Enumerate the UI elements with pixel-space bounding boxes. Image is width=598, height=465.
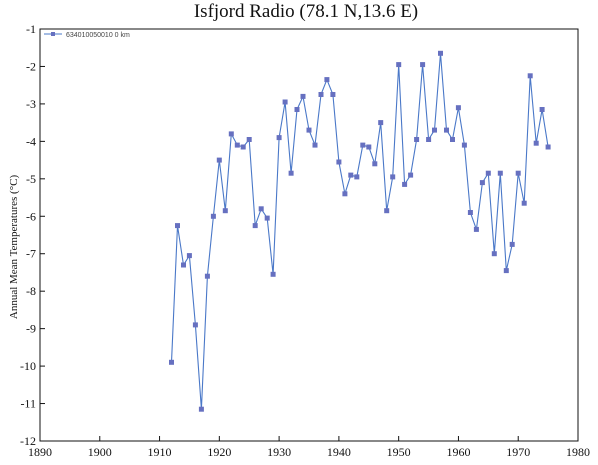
- data-point: [252, 223, 258, 229]
- data-point: [348, 172, 354, 178]
- x-tick-label: 1950: [387, 445, 411, 459]
- data-point: [408, 172, 414, 178]
- data-point: [288, 170, 294, 176]
- data-point: [372, 161, 378, 167]
- x-axis: 1890 1900 1910 1920 1930 1940 1950 1960 1970 1980: [28, 436, 590, 459]
- data-point: [426, 137, 432, 142]
- data-point: [509, 241, 515, 247]
- x-tick-label: 1980: [566, 445, 590, 459]
- x-tick-label: 1920: [207, 445, 231, 459]
- legend: 634010050010 0 km: [44, 32, 130, 39]
- data-point: [473, 226, 479, 232]
- data-point: [169, 359, 174, 365]
- data-point: [228, 131, 234, 137]
- series-layer: [169, 50, 551, 412]
- legend-marker-sample: [51, 32, 55, 36]
- data-point: [420, 62, 426, 68]
- data-point: [497, 170, 503, 176]
- data-point: [545, 144, 551, 150]
- legend-series-label: 634010050010 0 km: [66, 32, 130, 39]
- y-axis: -1 -2 -3 -4 -5 -6 -7 -8 -9 -10 -11 -12: [20, 22, 45, 448]
- data-point: [414, 137, 420, 142]
- data-point: [186, 253, 192, 259]
- data-point: [300, 93, 306, 99]
- x-tick-label: 1910: [148, 445, 172, 459]
- data-point: [360, 142, 366, 148]
- data-point: [527, 73, 533, 79]
- data-point: [515, 170, 521, 176]
- data-point: [318, 92, 324, 97]
- data-point: [210, 213, 216, 219]
- data-point: [324, 77, 330, 83]
- data-point: [485, 170, 491, 176]
- data-point: [306, 127, 312, 133]
- y-tick-label: -3: [26, 97, 36, 111]
- y-tick-label: -6: [26, 209, 36, 223]
- data-point: [276, 135, 282, 141]
- data-point: [342, 191, 348, 197]
- data-point: [444, 127, 449, 133]
- chart-title: Isfjord Radio (78.1 N,13.6 E): [194, 1, 418, 22]
- data-point: [192, 322, 198, 328]
- y-tick-label: -9: [26, 322, 36, 336]
- y-tick-label: -10: [20, 359, 36, 373]
- data-point: [503, 268, 509, 274]
- data-point: [539, 107, 545, 112]
- data-point: [246, 137, 252, 142]
- data-point: [432, 127, 437, 133]
- data-point: [198, 406, 204, 412]
- y-tick-label: -5: [26, 172, 36, 186]
- y-tick-label: -11: [20, 397, 36, 411]
- x-tick-label: 1930: [267, 445, 291, 459]
- data-point: [521, 200, 527, 206]
- data-point: [312, 142, 318, 148]
- y-tick-label: -12: [20, 434, 36, 448]
- x-tick-label: 1970: [506, 445, 530, 459]
- data-point: [533, 140, 539, 146]
- data-point: [270, 271, 276, 277]
- data-point: [366, 144, 372, 150]
- x-tick-label: 1960: [446, 445, 470, 459]
- data-point: [461, 142, 467, 148]
- data-point: [438, 50, 443, 56]
- data-point: [330, 92, 336, 97]
- data-point: [450, 137, 455, 142]
- y-tick-label: -7: [26, 247, 36, 261]
- y-tick-label: -1: [26, 22, 36, 36]
- y-tick-label: -8: [26, 284, 36, 298]
- data-point: [378, 120, 384, 126]
- data-point: [354, 174, 360, 180]
- x-tick-label: 1900: [88, 445, 112, 459]
- data-point: [204, 273, 210, 279]
- data-point: [240, 144, 246, 150]
- data-point: [258, 206, 264, 212]
- data-point: [479, 180, 485, 186]
- data-point: [282, 99, 288, 105]
- data-point: [175, 223, 180, 229]
- data-point: [216, 157, 222, 163]
- data-point: [402, 181, 408, 187]
- series-line: [170, 53, 549, 410]
- data-point: [181, 262, 186, 268]
- data-point: [234, 142, 240, 148]
- x-tick-label: 1940: [327, 445, 351, 459]
- plot-frame: [39, 28, 579, 442]
- data-point: [396, 62, 402, 68]
- y-axis-label: Annual Mean Temperatures (°C): [8, 175, 20, 320]
- data-point: [467, 210, 473, 215]
- data-point: [491, 251, 497, 257]
- data-point: [264, 215, 270, 221]
- data-point: [294, 107, 300, 112]
- data-point: [384, 208, 390, 214]
- data-point: [222, 208, 228, 214]
- data-point: [455, 105, 461, 111]
- y-tick-label: -4: [26, 134, 36, 148]
- data-point: [390, 174, 396, 180]
- x-tick-label: 1890: [28, 445, 52, 459]
- data-point: [336, 159, 342, 165]
- y-tick-label: -2: [26, 59, 36, 73]
